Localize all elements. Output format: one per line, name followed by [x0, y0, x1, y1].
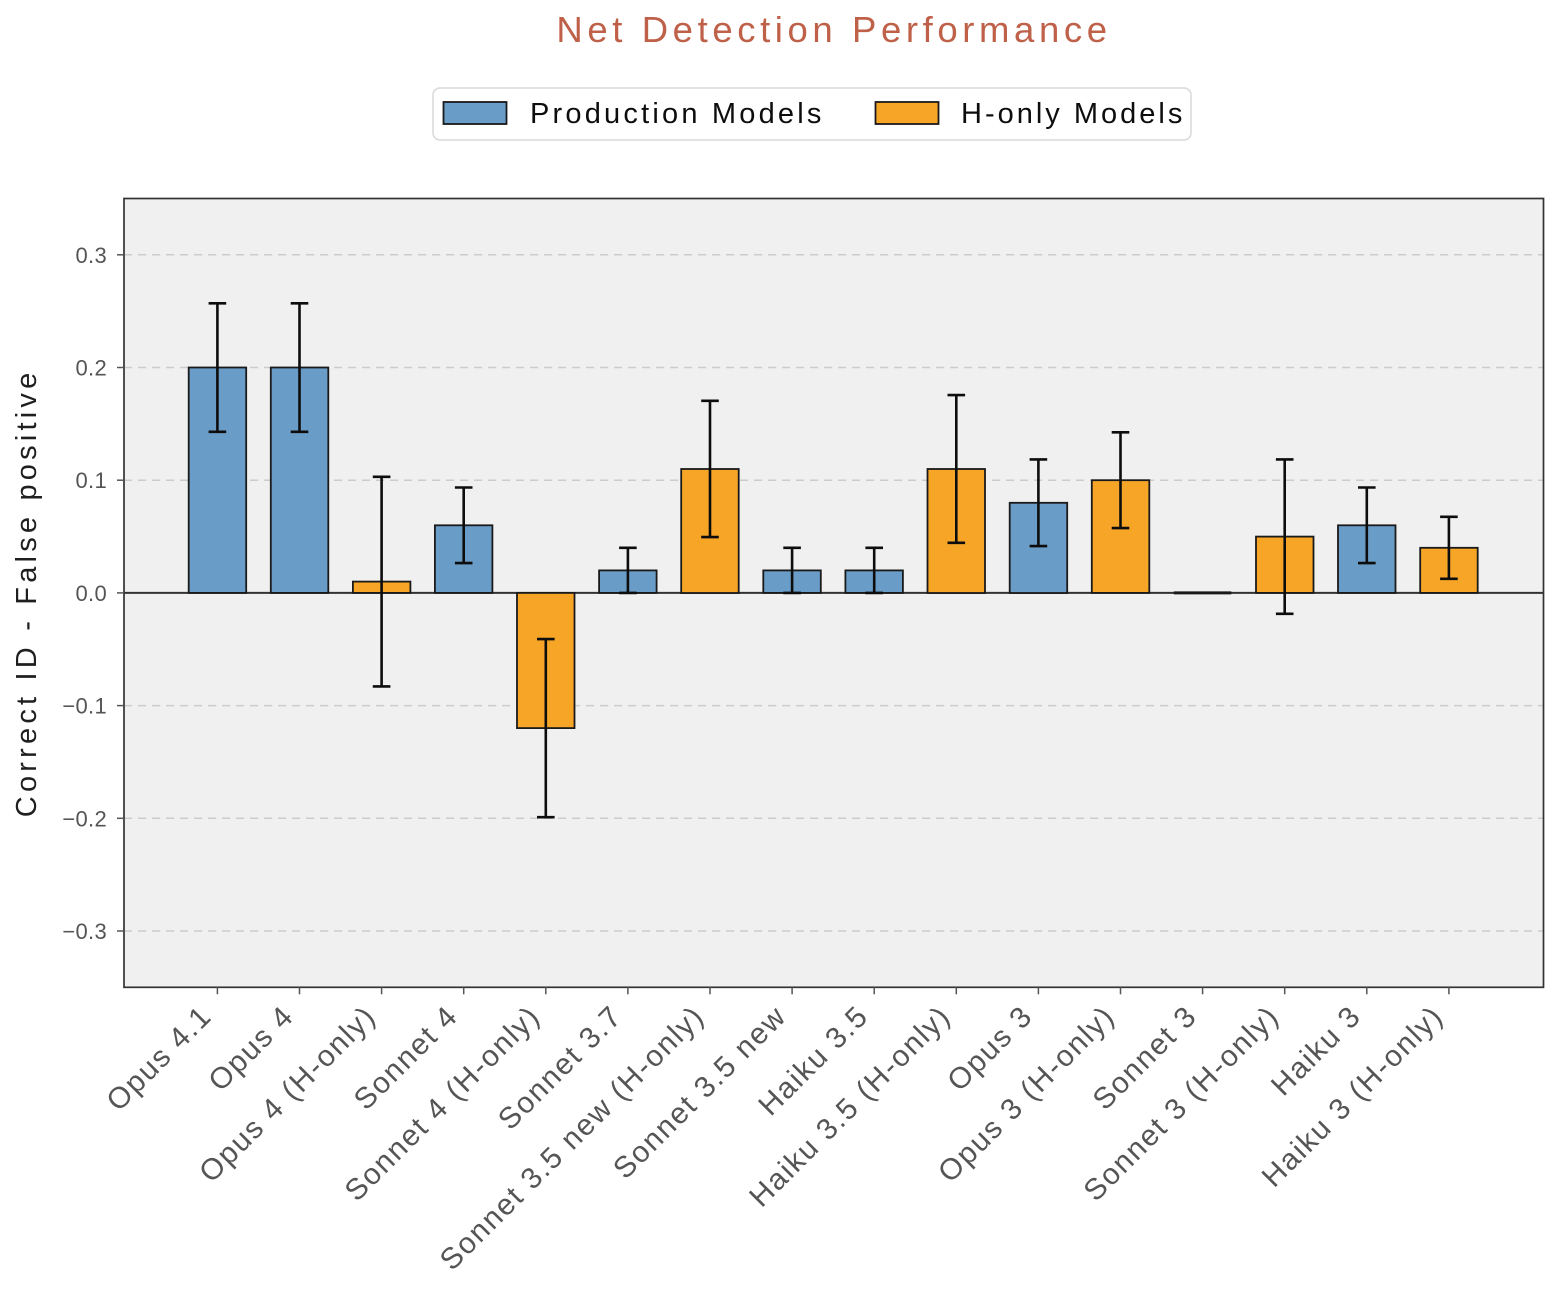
svg-text:−0.1: −0.1: [62, 694, 107, 719]
svg-text:Production Models: Production Models: [530, 98, 825, 130]
svg-text:Net Detection Performance: Net Detection Performance: [556, 9, 1111, 50]
svg-text:0.0: 0.0: [76, 581, 107, 606]
svg-text:0.3: 0.3: [76, 243, 107, 268]
svg-text:−0.3: −0.3: [62, 919, 107, 944]
svg-text:−0.2: −0.2: [62, 806, 107, 831]
svg-text:0.1: 0.1: [76, 468, 107, 493]
svg-text:0.2: 0.2: [76, 356, 107, 381]
svg-text:Correct ID - False positive: Correct ID - False positive: [11, 369, 43, 818]
svg-text:H-only Models: H-only Models: [961, 98, 1185, 130]
